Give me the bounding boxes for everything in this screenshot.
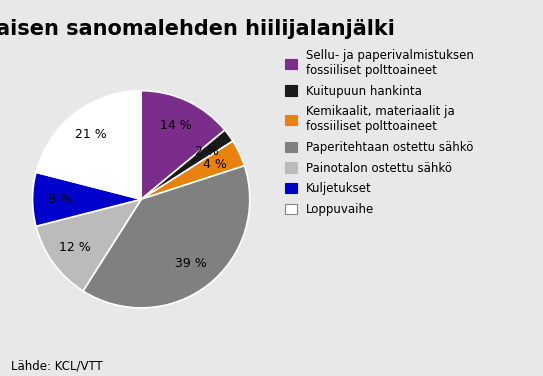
Wedge shape xyxy=(36,199,141,291)
Text: Suomalaisen sanomalehden hiilijalanjälki: Suomalaisen sanomalehden hiilijalanjälki xyxy=(0,19,395,39)
Text: 8 %: 8 % xyxy=(48,193,72,206)
Wedge shape xyxy=(141,141,244,199)
Text: 4 %: 4 % xyxy=(203,158,227,171)
Wedge shape xyxy=(141,130,233,199)
Text: 2 %: 2 % xyxy=(195,145,219,158)
Text: Lähde: KCL/VTT: Lähde: KCL/VTT xyxy=(11,359,103,372)
Text: 14 %: 14 % xyxy=(160,119,192,132)
Text: 39 %: 39 % xyxy=(175,257,207,270)
Text: 12 %: 12 % xyxy=(59,241,91,254)
Wedge shape xyxy=(33,172,141,226)
Legend: Sellu- ja paperivalmistuksen
fossiiliset polttoaineet, Kuitupuun hankinta, Kemik: Sellu- ja paperivalmistuksen fossiiliset… xyxy=(285,49,474,216)
Wedge shape xyxy=(83,166,250,308)
Wedge shape xyxy=(36,91,141,199)
Wedge shape xyxy=(141,91,225,199)
Text: 21 %: 21 % xyxy=(75,129,107,141)
